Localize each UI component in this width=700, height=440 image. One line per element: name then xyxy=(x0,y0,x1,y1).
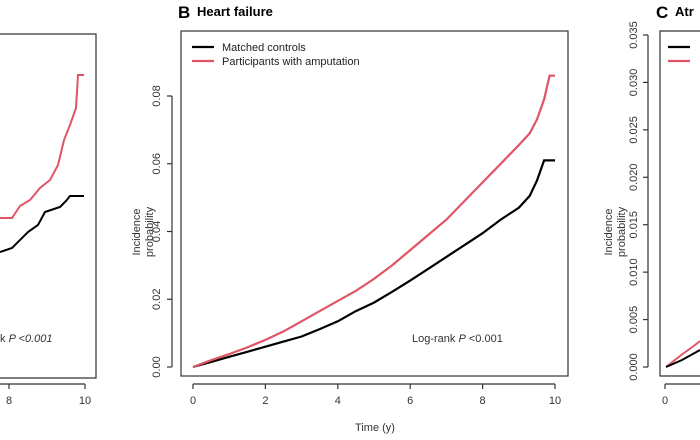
panel-a-annotation-fragment: k P <0.001 xyxy=(0,333,53,345)
panel-b-x-axis: 0 2 4 6 8 10 xyxy=(190,383,561,407)
panel-b: B Heart failure 0.00 0.02 0.04 0.06 0.08 0 2 4… xyxy=(131,3,569,434)
panel-c-letter: C xyxy=(656,3,668,22)
panel-c-y-tick-label: 0.020 xyxy=(628,164,640,192)
panel-c-controls-line xyxy=(665,349,700,368)
panel-b-y-tick-label: 0.02 xyxy=(151,289,163,310)
amputation-series-line xyxy=(192,74,555,369)
panel-a-tick-label-8: 8 xyxy=(6,395,12,407)
legend-label-amputation: Participants with amputation xyxy=(222,56,360,68)
panel-c-y-axis: 0.000 0.005 0.010 0.015 0.020 0.025 0.030 0.035 xyxy=(628,21,649,381)
panel-b-y-tick-label: 0.04 xyxy=(151,221,163,242)
panel-c-title-fragment: Atr xyxy=(675,4,694,19)
panel-a-frame xyxy=(0,33,97,379)
panel-b-letter: B xyxy=(178,3,190,22)
panel-b-annotation: Log-rank P <0.001 xyxy=(412,333,503,345)
panel-b-y-label-line1: Incidence xyxy=(131,208,143,255)
panel-c-y-tick-label: 0.005 xyxy=(628,306,640,334)
panel-c-y-tick-label: 0.015 xyxy=(628,211,640,239)
panel-c-y-tick-label: 0.025 xyxy=(628,116,640,144)
panel-b-y-axis: 0.00 0.02 0.04 0.06 0.08 xyxy=(151,85,173,378)
panel-b-plot-frame xyxy=(180,30,569,377)
panel-c-y-label-line1: Incidence xyxy=(603,208,615,255)
panel-a-controls-line xyxy=(0,195,84,253)
panel-c-y-tick-label: 0.000 xyxy=(628,353,640,381)
annotation-p-value: <0.001 xyxy=(466,333,503,345)
panel-b-x-tick-label: 8 xyxy=(480,395,486,407)
panel-c-y-label-line2: probability xyxy=(616,206,628,257)
panel-c-amputation-line xyxy=(665,340,700,368)
panel-b-x-tick-label: 6 xyxy=(407,395,413,407)
panel-c-frame xyxy=(659,30,700,377)
panel-b-x-tick-label: 0 xyxy=(190,395,196,407)
panel-b-annotation-text: Log-rank xyxy=(412,333,458,345)
panel-b-x-tick-label: 10 xyxy=(549,395,561,407)
panel-a-amputation-line xyxy=(0,74,84,219)
panel-c-y-tick-label: 0.035 xyxy=(628,21,640,49)
legend-label-controls: Matched controls xyxy=(222,42,306,54)
panel-b-legend: Matched controls Participants with amput… xyxy=(192,42,360,68)
panel-b-x-label: Time (y) xyxy=(355,422,395,434)
panel-b-x-tick-label: 4 xyxy=(335,395,341,407)
panel-c-y-tick-label: 0.010 xyxy=(628,258,640,286)
panel-b-y-tick-label: 0.06 xyxy=(151,153,163,174)
panel-c-x-tick-label-0: 0 xyxy=(662,395,668,407)
panel-b-y-tick-label: 0.08 xyxy=(151,85,163,106)
controls-series-line xyxy=(192,159,555,369)
panel-a: 8 10 k P <0.001 xyxy=(0,33,97,407)
annotation-p-symbol: P xyxy=(458,333,466,345)
panel-a-tick-label-10: 10 xyxy=(79,395,91,407)
panel-b-y-label-line2: probability xyxy=(144,206,156,257)
panel-c-y-tick-label: 0.030 xyxy=(628,69,640,97)
panel-c: C Atr 0.000 0.005 0.010 0.015 0.020 0.025 0.03… xyxy=(603,3,700,407)
panel-a-annotation-tail: P <0.001 xyxy=(9,333,53,345)
panel-b-x-tick-label: 2 xyxy=(262,395,268,407)
panel-b-title: Heart failure xyxy=(197,4,273,19)
panel-b-y-tick-label: 0.00 xyxy=(151,356,163,377)
panel-b-series xyxy=(192,74,555,369)
